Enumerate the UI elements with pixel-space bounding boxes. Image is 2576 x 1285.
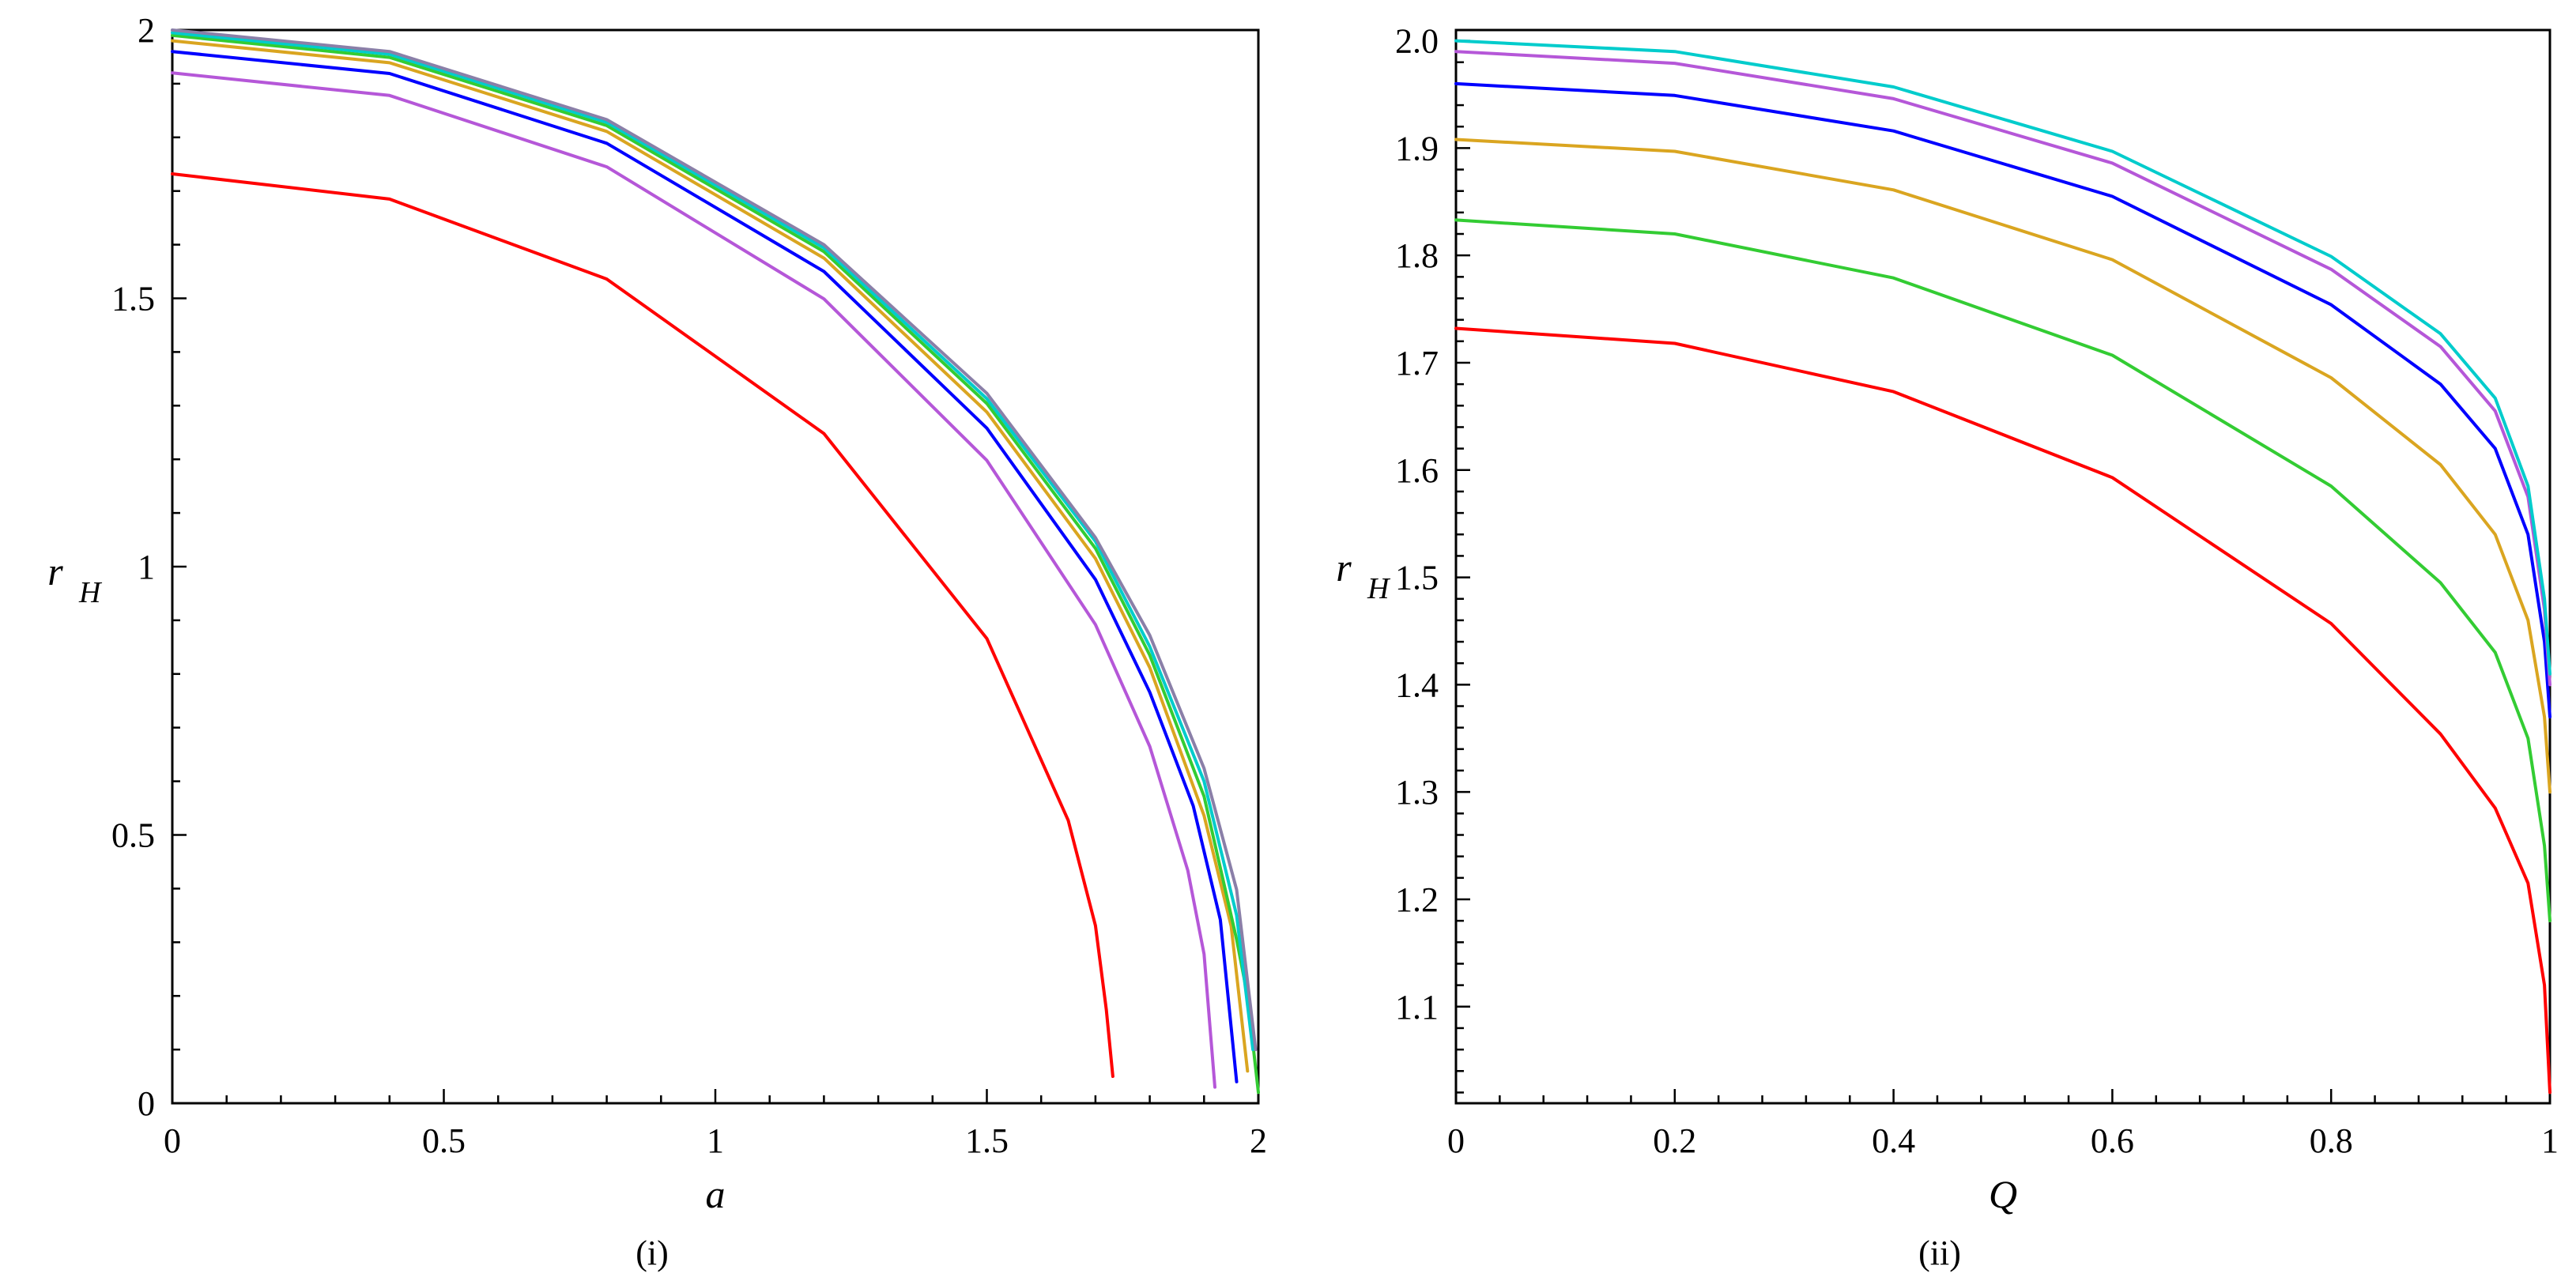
y-axis-label: r	[47, 549, 63, 594]
series-line-4	[1454, 81, 2551, 719]
panel-label: (i)	[636, 1234, 669, 1272]
y-tick-label: 1	[138, 548, 155, 586]
series-line-6	[1454, 39, 2551, 676]
series-line-3	[1454, 138, 2551, 794]
y-tick-label: 1.5	[1395, 559, 1439, 597]
chart-panel-1: 0 0.5 1 1.5 2 0 0.5 1 1.5 2 a r H (i)	[47, 11, 1267, 1272]
x-tick-label: 1	[2541, 1121, 2559, 1160]
plot-frame	[171, 28, 1260, 1105]
y-axis-label-subscript: H	[1367, 572, 1391, 605]
x-tick-label: 0.4	[1872, 1121, 1915, 1160]
x-tick-label: 0.8	[2310, 1121, 2353, 1160]
y-tick-label: 2	[138, 11, 155, 50]
x-tick-label: 2	[1250, 1121, 1267, 1160]
series-line-2	[1454, 218, 2551, 923]
y-tick-label: 1.1	[1395, 988, 1439, 1027]
series-line-4	[171, 39, 1250, 1073]
chart-panel-2: 0 0.2 0.4 0.6 0.8 1 1.1 1.2 1.3 1.4 1.5 1.6 1.7 1.8 1.…	[1336, 22, 2559, 1272]
series-line-6	[171, 31, 1255, 1052]
x-tick-label: 0.6	[2091, 1121, 2134, 1160]
x-tick-label: 0	[164, 1121, 181, 1160]
y-tick-label: 0.5	[111, 816, 155, 855]
x-axis-label: a	[706, 1172, 726, 1216]
series-line-5	[1454, 50, 2551, 687]
x-tick-label: 0.2	[1653, 1121, 1696, 1160]
y-tick-label: 1.2	[1395, 880, 1439, 919]
y-tick-label: 1.8	[1395, 236, 1439, 275]
x-tick-label: 0.5	[422, 1121, 466, 1160]
series-line-2	[171, 71, 1216, 1089]
y-tick-label: 1.6	[1395, 451, 1439, 490]
y-tick-label: 1.3	[1395, 773, 1439, 812]
panel-label: (ii)	[1918, 1234, 1961, 1272]
plot-frame	[1454, 28, 2551, 1105]
y-axis-label: r	[1336, 545, 1352, 590]
y-tick-label: 1.9	[1395, 129, 1439, 168]
y-tick-label: 0	[138, 1084, 155, 1123]
series-line-1	[171, 172, 1115, 1078]
x-axis-label: Q	[1989, 1172, 2017, 1216]
x-tick-label: 1.5	[965, 1121, 1009, 1160]
x-tick-label: 0	[1447, 1121, 1465, 1160]
x-tick-label: 1	[707, 1121, 724, 1160]
y-tick-label: 1.7	[1395, 344, 1439, 382]
series-line-7	[171, 28, 1258, 1052]
y-tick-label: 1.4	[1395, 665, 1439, 704]
series-line-3	[171, 50, 1239, 1083]
series-line-1	[1454, 326, 2551, 1095]
y-axis-label-subscript: H	[78, 576, 103, 609]
y-tick-label: 2.0	[1395, 22, 1439, 61]
y-tick-label: 1.5	[111, 280, 155, 318]
